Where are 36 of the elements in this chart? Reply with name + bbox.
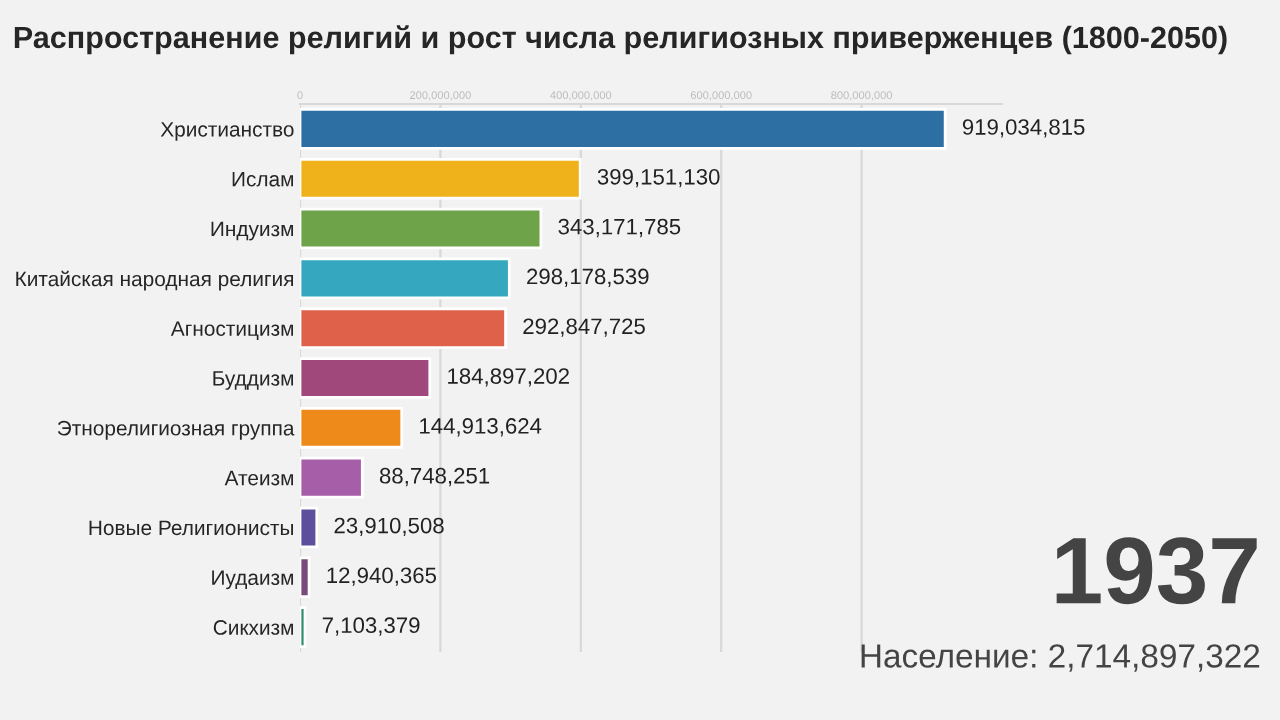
y-tick-label: Ислам	[232, 171, 294, 187]
y-tick-label: Китайская народная религия	[16, 270, 294, 291]
data-label: 7,103,379	[322, 617, 420, 636]
bar	[300, 556, 311, 599]
bar	[300, 506, 319, 549]
chart-title: Распространение религий и рост числа религиозных приверженцев (1800-2050)	[14, 25, 1227, 55]
annotation: Население: 2,714,897,322	[861, 644, 1260, 672]
data-label: 292,847,725	[523, 318, 645, 337]
bar	[300, 357, 432, 399]
bar	[300, 307, 507, 349]
data-label: 343,171,785	[558, 218, 681, 238]
y-tick-label: Христианство	[160, 122, 294, 141]
text: 1937	[1056, 537, 1257, 605]
y-tick-label: Агностицизм	[170, 321, 294, 340]
bar	[300, 606, 307, 648]
data-label: 399,151,130	[597, 168, 720, 188]
y-tick-label: Сикхизм	[213, 620, 294, 635]
data-label: 23,910,508	[334, 517, 444, 537]
data-label: 144,913,624	[420, 418, 542, 437]
bar	[300, 456, 364, 499]
data-label: 919,034,815	[962, 119, 1085, 138]
y-tick-label: Индуизм	[211, 221, 294, 241]
bar	[300, 157, 582, 200]
data-label: 184,897,202	[448, 368, 569, 387]
data-label: 12,940,365	[327, 567, 437, 586]
y-tick-label: Этнорелигиозная группа	[57, 420, 295, 440]
y-tick-label: Буддизм	[213, 371, 294, 390]
y-tick-label: Атеизм	[224, 470, 294, 486]
data-label: 88,748,251	[379, 467, 490, 487]
bar	[300, 108, 947, 150]
y-tick-label: Новые Религионисты	[89, 520, 294, 536]
bar	[300, 257, 511, 300]
bar	[300, 207, 543, 250]
bar	[300, 407, 404, 449]
y-tick-label: Иудаизм	[212, 570, 294, 590]
data-label: 298,178,539	[527, 268, 649, 287]
